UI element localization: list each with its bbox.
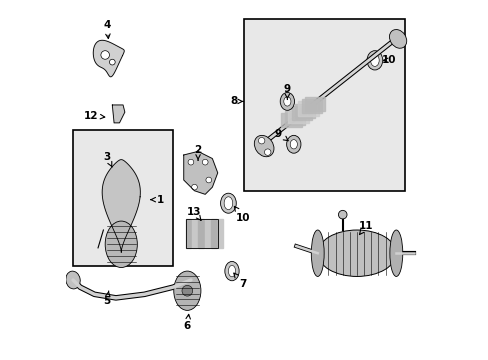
Text: 10: 10 xyxy=(234,206,249,222)
Ellipse shape xyxy=(370,54,378,66)
Text: 2: 2 xyxy=(194,145,201,160)
Ellipse shape xyxy=(366,51,382,70)
Circle shape xyxy=(182,285,192,296)
Ellipse shape xyxy=(389,230,402,276)
Ellipse shape xyxy=(280,93,294,111)
Text: 6: 6 xyxy=(183,314,191,332)
Ellipse shape xyxy=(317,230,395,276)
Ellipse shape xyxy=(311,230,324,276)
Ellipse shape xyxy=(254,135,273,157)
Circle shape xyxy=(109,59,115,65)
Text: 5: 5 xyxy=(103,291,110,306)
Circle shape xyxy=(338,210,346,219)
Ellipse shape xyxy=(283,97,290,106)
Ellipse shape xyxy=(66,271,80,289)
Polygon shape xyxy=(217,219,223,248)
Ellipse shape xyxy=(173,271,201,310)
Circle shape xyxy=(264,149,270,156)
Ellipse shape xyxy=(224,261,239,281)
Bar xyxy=(244,19,405,191)
Circle shape xyxy=(101,51,109,59)
Text: 12: 12 xyxy=(83,111,104,121)
Polygon shape xyxy=(291,106,311,121)
Text: 4: 4 xyxy=(103,19,110,39)
Text: 13: 13 xyxy=(187,207,202,220)
Polygon shape xyxy=(294,104,315,118)
Polygon shape xyxy=(185,219,190,248)
Circle shape xyxy=(205,177,211,183)
Polygon shape xyxy=(183,152,217,194)
Polygon shape xyxy=(102,159,140,252)
Polygon shape xyxy=(93,40,124,77)
Ellipse shape xyxy=(224,197,232,210)
Text: 9: 9 xyxy=(283,84,290,99)
Polygon shape xyxy=(284,111,305,125)
Polygon shape xyxy=(298,102,318,116)
Polygon shape xyxy=(281,113,302,127)
Polygon shape xyxy=(198,219,203,248)
Bar xyxy=(185,219,217,248)
Text: 10: 10 xyxy=(381,55,396,65)
Ellipse shape xyxy=(290,140,297,149)
Text: 7: 7 xyxy=(233,273,246,289)
Polygon shape xyxy=(287,108,308,123)
Text: 3: 3 xyxy=(103,152,112,167)
Ellipse shape xyxy=(220,193,236,213)
Circle shape xyxy=(188,159,193,165)
Ellipse shape xyxy=(286,135,300,153)
Polygon shape xyxy=(192,219,197,248)
Circle shape xyxy=(191,184,197,190)
Text: 11: 11 xyxy=(358,221,372,235)
Text: 9: 9 xyxy=(274,129,287,141)
Polygon shape xyxy=(112,105,124,123)
Text: 1: 1 xyxy=(151,195,164,204)
Ellipse shape xyxy=(105,221,137,267)
Polygon shape xyxy=(301,99,322,113)
Polygon shape xyxy=(204,219,210,248)
Bar xyxy=(73,130,173,266)
Ellipse shape xyxy=(388,30,406,48)
Circle shape xyxy=(202,159,207,165)
Ellipse shape xyxy=(228,265,235,277)
Text: 8: 8 xyxy=(230,96,243,107)
Polygon shape xyxy=(305,97,325,111)
Polygon shape xyxy=(211,219,216,248)
Circle shape xyxy=(258,138,264,144)
